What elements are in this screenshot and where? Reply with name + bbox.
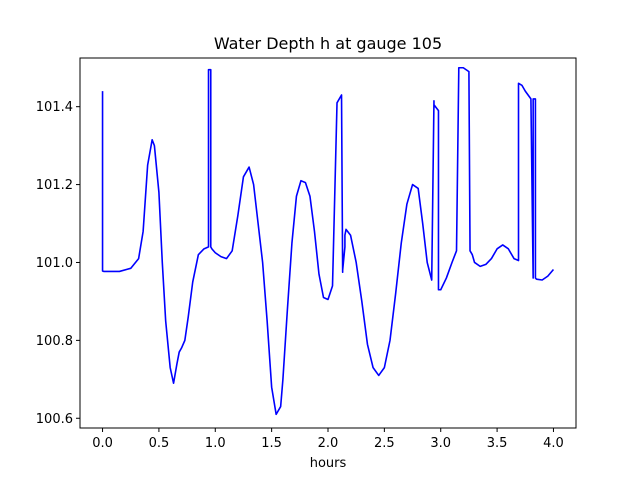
x-tick-label: 2.5 — [374, 436, 395, 451]
x-tick-label: 1.5 — [261, 436, 282, 451]
y-tick-label: 101.4 — [36, 100, 73, 115]
x-tick-label: 0.0 — [92, 436, 113, 451]
x-tick-label: 4.0 — [543, 436, 564, 451]
x-axis-ticks: 0.0 0.5 1.0 1.5 2.0 2.5 3.0 3.5 4.0 — [92, 428, 564, 451]
y-tick-label: 101.2 — [36, 178, 73, 193]
x-tick-label: 3.5 — [487, 436, 508, 451]
x-tick-label: 3.0 — [430, 436, 451, 451]
y-tick-label: 100.6 — [36, 412, 73, 427]
plot-area-frame — [79, 57, 577, 429]
x-tick-label: 2.0 — [318, 436, 339, 451]
y-tick-label: 100.8 — [36, 334, 73, 349]
x-tick-label: 0.5 — [149, 436, 170, 451]
y-axis-ticks: 100.6 100.8 101.0 101.2 101.4 — [36, 100, 80, 427]
plot-lines — [101, 66, 555, 416]
series-line-0 — [101, 66, 555, 416]
x-axis-label: hours — [310, 456, 347, 471]
y-tick-label: 101.0 — [36, 256, 73, 271]
chart-title: Water Depth h at gauge 105 — [214, 34, 442, 53]
x-tick-label: 1.0 — [205, 436, 226, 451]
